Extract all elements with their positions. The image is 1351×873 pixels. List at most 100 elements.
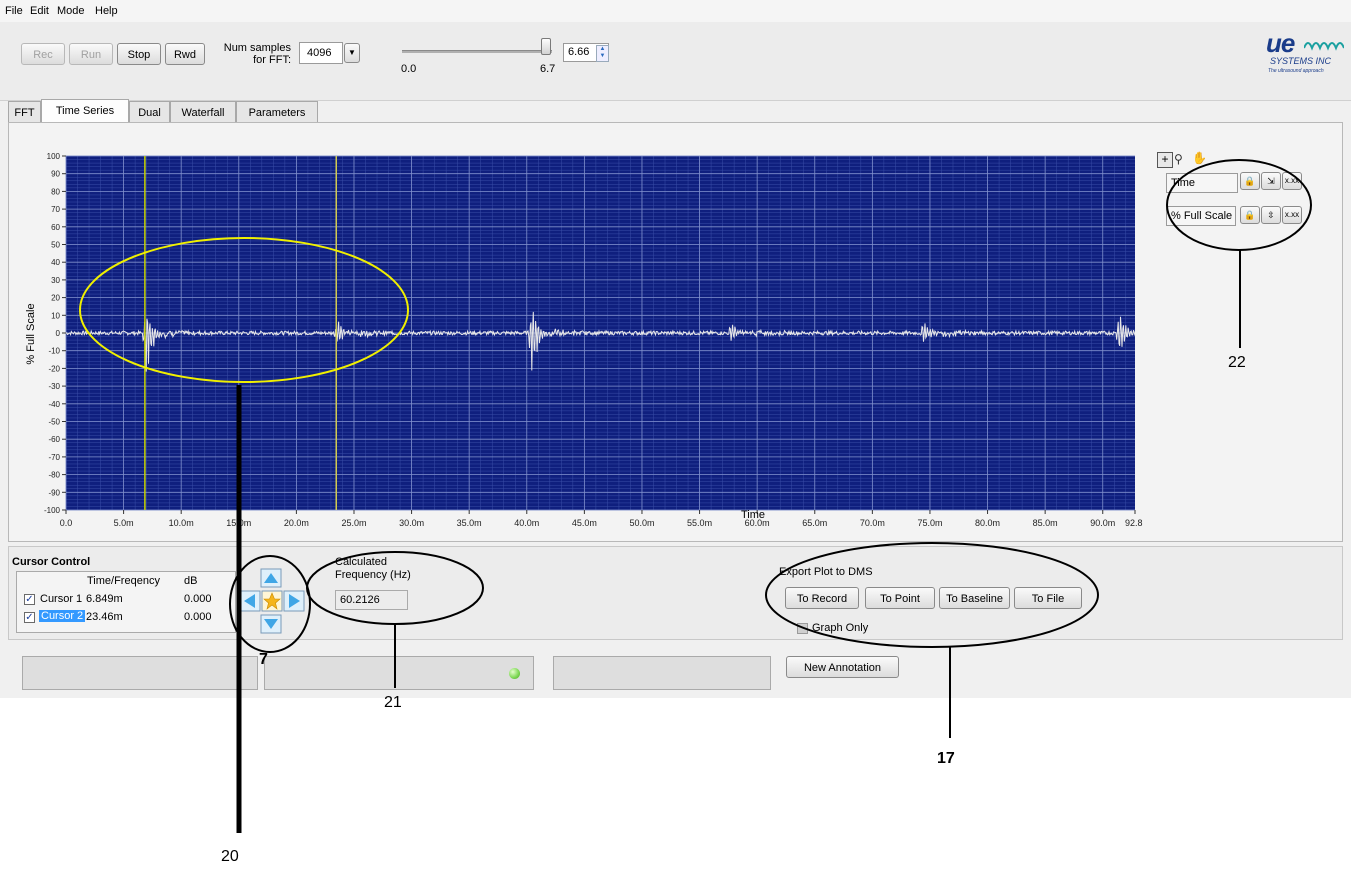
slider-min-label: 0.0 [401, 63, 417, 75]
tab-time-series[interactable]: Time Series [41, 99, 129, 123]
x-tick-label: 0.0 [60, 518, 73, 528]
num-samples-label-2: for FFT: [253, 54, 291, 66]
rwd-button[interactable]: Rwd [165, 43, 205, 65]
x-tick-label: 20.0m [284, 518, 309, 528]
cursor-1-time: 6.849m [86, 593, 123, 605]
x-tick-label: 90.0m [1090, 518, 1115, 528]
toolbar: Rec Run Stop Rwd Num samples for FFT: 40… [0, 22, 1351, 101]
arrow-right-icon[interactable] [283, 590, 305, 612]
x-tick-label: 92.8 [1125, 518, 1143, 528]
application-window: File Edit Mode Help Rec Run Stop Rwd Num… [0, 0, 1351, 698]
menu-edit[interactable]: Edit [30, 5, 49, 17]
cursor-2-checkbox[interactable]: ✓ [24, 612, 35, 623]
cursor-row[interactable]: ✓ Cursor 1 6.849m 0.000 [20, 591, 232, 608]
menu-help[interactable]: Help [95, 5, 118, 17]
callout-ellipse-7 [229, 555, 311, 653]
crosshair-icon[interactable]: + [1157, 152, 1173, 168]
to-record-button[interactable]: To Record [785, 587, 859, 609]
status-led-icon [509, 668, 520, 679]
x-autoscale-icon[interactable]: ⇲ [1261, 172, 1281, 190]
x-lock-icon[interactable]: 🔒 [1240, 172, 1260, 190]
center-star-icon[interactable] [261, 590, 283, 612]
slider-track[interactable] [402, 50, 552, 53]
y-tick-label: 60 [51, 223, 60, 232]
calc-label-1: Calculated [335, 556, 387, 568]
calc-label-2: Frequency (Hz) [335, 569, 411, 581]
annotation-7: 7 [259, 651, 268, 668]
callout-ellipse-17 [765, 542, 1099, 648]
new-annotation-button[interactable]: New Annotation [786, 656, 899, 678]
num-samples-label: Num samples [223, 42, 291, 54]
annotation-22: 22 [1228, 354, 1246, 371]
tab-fft[interactable]: FFT [8, 101, 41, 123]
rec-button[interactable]: Rec [21, 43, 65, 65]
x-tick-label: 10.0m [169, 518, 194, 528]
annotation-21: 21 [384, 694, 402, 711]
spinner-icon[interactable]: ▲ ▼ [596, 45, 609, 62]
graph-only-label: Graph Only [812, 622, 869, 634]
x-tick-label: 55.0m [687, 518, 712, 528]
y-scale-name-field[interactable]: % Full Scale [1166, 206, 1236, 226]
status-field-1 [22, 656, 258, 690]
x-tick-label: 5.0m [114, 518, 134, 528]
y-axis-ticks: 1009080706050403020100-10-20-30-40-50-60… [44, 152, 66, 515]
x-tick-label: 75.0m [917, 518, 942, 528]
y-tick-label: -50 [48, 418, 60, 427]
menu-bar: File Edit Mode Help [0, 0, 1351, 22]
y-tick-label: -80 [48, 471, 60, 480]
num-samples-field[interactable]: 4096 [299, 42, 343, 64]
col-db: dB [184, 575, 198, 587]
x-tick-label: 65.0m [802, 518, 827, 528]
y-tick-label: 70 [51, 205, 60, 214]
tab-parameters[interactable]: Parameters [236, 101, 318, 123]
run-button[interactable]: Run [69, 43, 113, 65]
to-file-button[interactable]: To File [1014, 587, 1082, 609]
x-tick-label: 30.0m [399, 518, 424, 528]
yellow-highlight-ellipse [79, 237, 409, 383]
arrow-up-icon[interactable] [260, 568, 282, 588]
zoom-icon[interactable]: ⚲ [1174, 152, 1183, 166]
tab-waterfall[interactable]: Waterfall [170, 101, 236, 123]
slider-thumb[interactable] [541, 38, 551, 55]
time-series-chart[interactable]: 1009080706050403020100-10-20-30-40-50-60… [0, 0, 1351, 545]
chevron-down-icon: ▼ [348, 48, 356, 57]
x-tick-label: 35.0m [457, 518, 482, 528]
y-tick-label: -20 [48, 364, 60, 373]
y-format-icon[interactable]: x.xx [1282, 206, 1302, 224]
y-tick-label: 30 [51, 276, 60, 285]
to-baseline-button[interactable]: To Baseline [939, 587, 1010, 609]
num-samples-dropdown[interactable]: ▼ [344, 43, 360, 63]
x-axis-ticks: 0.05.0m10.0m15.0m20.0m25.0m30.0m35.0m40.… [60, 510, 1143, 528]
y-lock-icon[interactable]: 🔒 [1240, 206, 1260, 224]
x-tick-label: 25.0m [341, 518, 366, 528]
y-tick-label: 100 [47, 152, 61, 161]
y-tick-label: 90 [51, 170, 60, 179]
pan-hand-icon[interactable]: ✋ [1192, 151, 1207, 165]
y-tick-label: -10 [48, 347, 60, 356]
y-tick-label: 20 [51, 294, 60, 303]
cursor-1-checkbox[interactable]: ✓ [24, 594, 35, 605]
annotation-20: 20 [221, 848, 239, 865]
cursor-control-title: Cursor Control [12, 556, 91, 568]
to-point-button[interactable]: To Point [865, 587, 935, 609]
y-tick-label: 0 [56, 329, 61, 338]
y-tick-label: 80 [51, 187, 60, 196]
x-tick-label: 50.0m [629, 518, 654, 528]
menu-mode[interactable]: Mode [57, 5, 85, 17]
y-tick-label: 50 [51, 241, 60, 250]
y-tick-label: -60 [48, 435, 60, 444]
x-tick-label: 40.0m [514, 518, 539, 528]
cursor-row[interactable]: ✓ Cursor 2 23.46m 0.000 [20, 609, 232, 626]
status-field-2 [264, 656, 534, 690]
arrow-down-icon[interactable] [260, 614, 282, 634]
x-scale-name-field[interactable]: Time [1166, 173, 1238, 193]
y-tick-label: -100 [44, 506, 61, 515]
logo-wave [1304, 42, 1344, 51]
y-autoscale-icon[interactable]: ⇳ [1261, 206, 1281, 224]
tab-dual[interactable]: Dual [129, 101, 170, 123]
x-axis-label: Time [741, 509, 765, 521]
menu-file[interactable]: File [5, 5, 23, 17]
stop-button[interactable]: Stop [117, 43, 161, 65]
logo-brand: ue [1266, 28, 1295, 58]
